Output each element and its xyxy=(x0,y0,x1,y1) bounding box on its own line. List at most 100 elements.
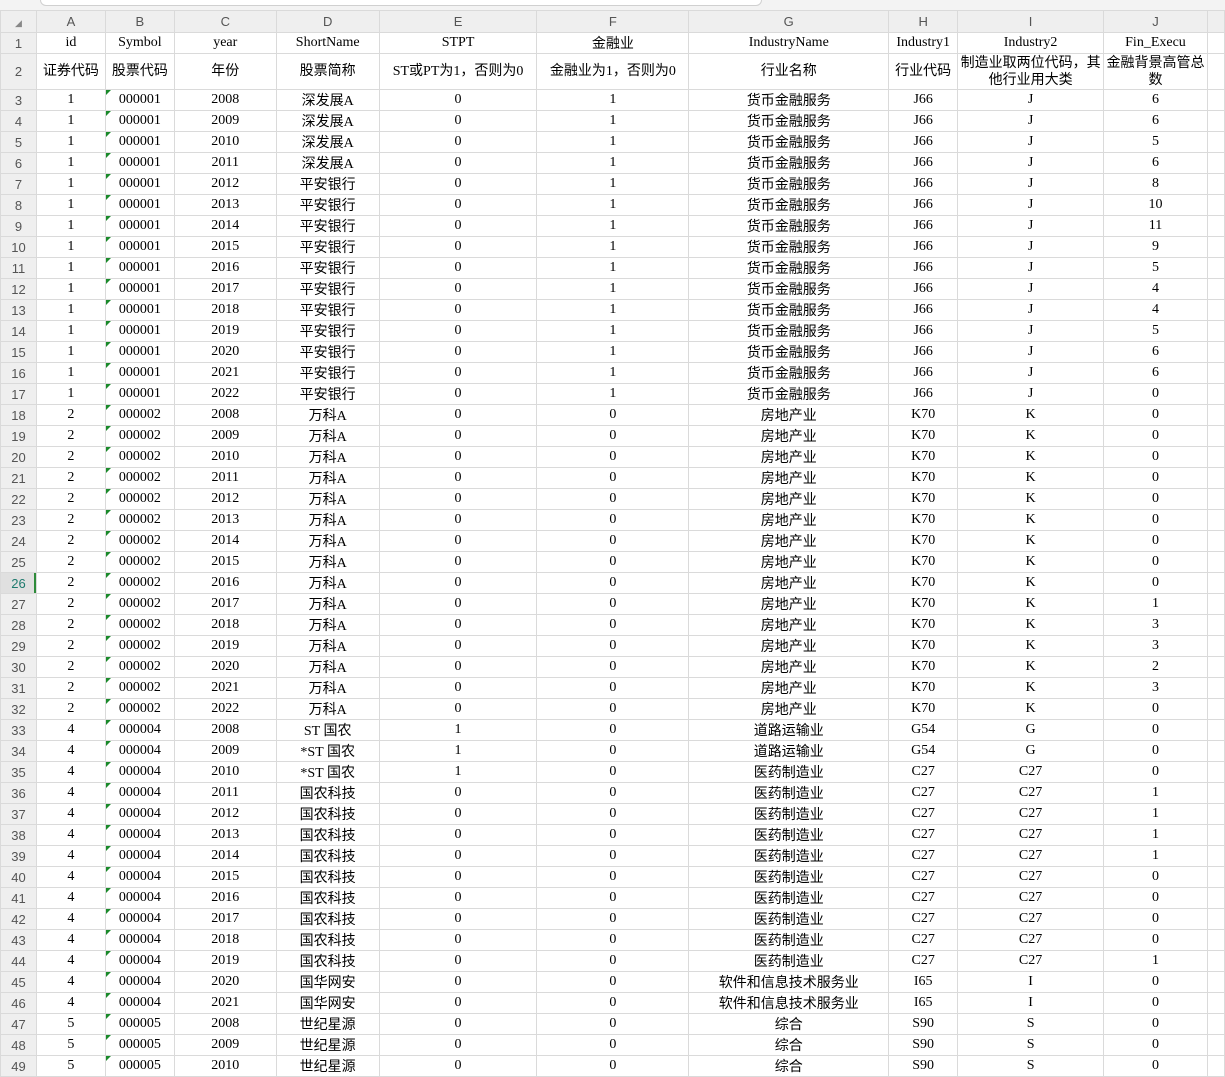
cell-C48[interactable]: 2009 xyxy=(173,1034,277,1056)
cell-E32[interactable]: 0 xyxy=(378,698,538,720)
cell-B21[interactable]: 000002 xyxy=(104,467,175,489)
cell-H46[interactable]: I65 xyxy=(888,992,959,1014)
cell-H31[interactable]: K70 xyxy=(888,677,959,699)
cell-E15[interactable]: 0 xyxy=(378,341,538,363)
cell-J25[interactable]: 0 xyxy=(1103,551,1208,573)
cell-J10[interactable]: 9 xyxy=(1103,236,1208,258)
select-all-corner[interactable]: ◢ xyxy=(0,10,37,33)
cell-H15[interactable]: J66 xyxy=(888,341,959,363)
row-header-39[interactable]: 39 xyxy=(0,845,37,867)
cell-C5[interactable]: 2010 xyxy=(173,131,277,153)
cell-H6[interactable]: J66 xyxy=(888,152,959,174)
cell-E31[interactable]: 0 xyxy=(378,677,538,699)
cell-extra[interactable] xyxy=(1206,887,1225,909)
cell-E42[interactable]: 0 xyxy=(378,908,538,930)
cell-F27[interactable]: 0 xyxy=(536,593,690,615)
cell-F32[interactable]: 0 xyxy=(536,698,690,720)
cell-G43[interactable]: 医药制造业 xyxy=(688,929,890,951)
cell-E43[interactable]: 0 xyxy=(378,929,538,951)
cell-G14[interactable]: 货币金融服务 xyxy=(688,320,890,342)
cell-F20[interactable]: 0 xyxy=(536,446,690,468)
cell-B26[interactable]: 000002 xyxy=(104,572,175,594)
cell-H19[interactable]: K70 xyxy=(888,425,959,447)
row-header-47[interactable]: 47 xyxy=(0,1013,37,1035)
cell-A8[interactable]: 1 xyxy=(35,194,106,216)
cell-B49[interactable]: 000005 xyxy=(104,1055,175,1077)
cell-I39[interactable]: C27 xyxy=(957,845,1105,867)
cell-B9[interactable]: 000001 xyxy=(104,215,175,237)
cell-C1[interactable]: year xyxy=(173,32,277,54)
cell-extra[interactable] xyxy=(1206,677,1225,699)
cell-G12[interactable]: 货币金融服务 xyxy=(688,278,890,300)
cell-extra[interactable] xyxy=(1206,32,1225,54)
cell-B3[interactable]: 000001 xyxy=(104,89,175,111)
cell-J34[interactable]: 0 xyxy=(1103,740,1208,762)
cell-J17[interactable]: 0 xyxy=(1103,383,1208,405)
cell-E19[interactable]: 0 xyxy=(378,425,538,447)
row-header-35[interactable]: 35 xyxy=(0,761,37,783)
cell-F31[interactable]: 0 xyxy=(536,677,690,699)
cell-C37[interactable]: 2012 xyxy=(173,803,277,825)
cell-extra[interactable] xyxy=(1206,320,1225,342)
cell-A35[interactable]: 4 xyxy=(35,761,106,783)
cell-D21[interactable]: 万科A xyxy=(275,467,380,489)
cell-extra[interactable] xyxy=(1206,362,1225,384)
cell-E30[interactable]: 0 xyxy=(378,656,538,678)
cell-F5[interactable]: 1 xyxy=(536,131,690,153)
cell-F45[interactable]: 0 xyxy=(536,971,690,993)
cell-J19[interactable]: 0 xyxy=(1103,425,1208,447)
cell-G25[interactable]: 房地产业 xyxy=(688,551,890,573)
cell-G35[interactable]: 医药制造业 xyxy=(688,761,890,783)
cell-A19[interactable]: 2 xyxy=(35,425,106,447)
cell-B43[interactable]: 000004 xyxy=(104,929,175,951)
cell-E10[interactable]: 0 xyxy=(378,236,538,258)
cell-extra[interactable] xyxy=(1206,467,1225,489)
row-header-18[interactable]: 18 xyxy=(0,404,37,426)
row-header-12[interactable]: 12 xyxy=(0,278,37,300)
cell-F48[interactable]: 0 xyxy=(536,1034,690,1056)
cell-G3[interactable]: 货币金融服务 xyxy=(688,89,890,111)
cell-B42[interactable]: 000004 xyxy=(104,908,175,930)
cell-extra[interactable] xyxy=(1206,971,1225,993)
cell-G28[interactable]: 房地产业 xyxy=(688,614,890,636)
cell-extra[interactable] xyxy=(1206,572,1225,594)
cell-C36[interactable]: 2011 xyxy=(173,782,277,804)
cell-D47[interactable]: 世纪星源 xyxy=(275,1013,380,1035)
cell-E45[interactable]: 0 xyxy=(378,971,538,993)
cell-I16[interactable]: J xyxy=(957,362,1105,384)
cell-F35[interactable]: 0 xyxy=(536,761,690,783)
cell-A21[interactable]: 2 xyxy=(35,467,106,489)
row-header-34[interactable]: 34 xyxy=(0,740,37,762)
cell-F38[interactable]: 0 xyxy=(536,824,690,846)
column-header-F[interactable]: F xyxy=(536,10,690,33)
cell-G30[interactable]: 房地产业 xyxy=(688,656,890,678)
cell-I43[interactable]: C27 xyxy=(957,929,1105,951)
cell-D27[interactable]: 万科A xyxy=(275,593,380,615)
cell-extra[interactable] xyxy=(1206,656,1225,678)
cell-I21[interactable]: K xyxy=(957,467,1105,489)
cell-extra[interactable] xyxy=(1206,446,1225,468)
cell-J46[interactable]: 0 xyxy=(1103,992,1208,1014)
cell-G17[interactable]: 货币金融服务 xyxy=(688,383,890,405)
cell-A10[interactable]: 1 xyxy=(35,236,106,258)
cell-extra[interactable] xyxy=(1206,992,1225,1014)
cell-G7[interactable]: 货币金融服务 xyxy=(688,173,890,195)
row-header-5[interactable]: 5 xyxy=(0,131,37,153)
cell-extra[interactable] xyxy=(1206,530,1225,552)
row-header-37[interactable]: 37 xyxy=(0,803,37,825)
cell-J15[interactable]: 6 xyxy=(1103,341,1208,363)
cell-C41[interactable]: 2016 xyxy=(173,887,277,909)
cell-H3[interactable]: J66 xyxy=(888,89,959,111)
cell-E24[interactable]: 0 xyxy=(378,530,538,552)
cell-F10[interactable]: 1 xyxy=(536,236,690,258)
cell-F24[interactable]: 0 xyxy=(536,530,690,552)
cell-E6[interactable]: 0 xyxy=(378,152,538,174)
cell-extra[interactable] xyxy=(1206,173,1225,195)
cell-D2[interactable]: 股票简称 xyxy=(275,53,380,90)
cell-H22[interactable]: K70 xyxy=(888,488,959,510)
cell-B46[interactable]: 000004 xyxy=(104,992,175,1014)
cell-C35[interactable]: 2010 xyxy=(173,761,277,783)
row-header-17[interactable]: 17 xyxy=(0,383,37,405)
row-header-2[interactable]: 2 xyxy=(0,53,37,90)
cell-C27[interactable]: 2017 xyxy=(173,593,277,615)
